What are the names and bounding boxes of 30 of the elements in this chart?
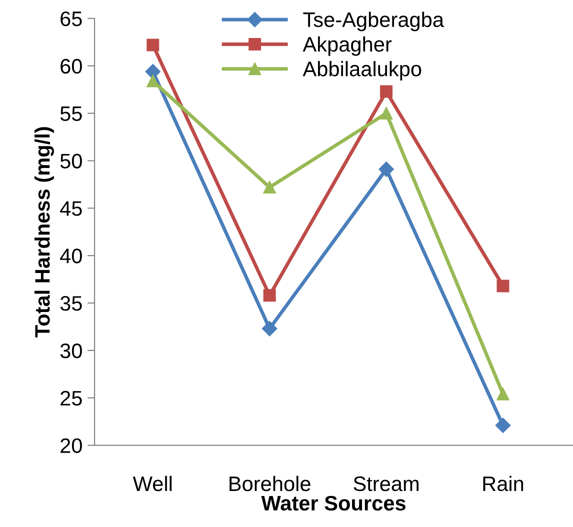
y-tick-label: 45	[60, 201, 82, 216]
y-tick-label: 60	[60, 58, 82, 74]
point	[263, 181, 276, 194]
point	[496, 280, 510, 292]
point	[495, 418, 511, 433]
legend-label: Abbilaalukpo	[302, 61, 422, 80]
x-tick-label: Rain	[483, 476, 524, 492]
point	[145, 64, 160, 80]
y-tick-label: 50	[60, 154, 82, 168]
legend-label: Tse-Agberagba	[303, 12, 444, 32]
x-tick-label: Stream	[354, 476, 418, 492]
point	[380, 85, 393, 98]
y-tick-label: 30	[60, 343, 82, 358]
y-tick-label: 55	[60, 106, 82, 122]
y-tick-label: 40	[60, 248, 82, 264]
x-axis-title: Water Sources	[261, 496, 406, 511]
point	[378, 162, 394, 177]
point	[262, 321, 278, 336]
y-tick-label: 25	[60, 390, 82, 406]
y-tick-label: 20	[60, 438, 82, 454]
x-tick-label: Well	[132, 476, 172, 492]
point	[263, 289, 276, 302]
point	[496, 388, 510, 400]
legend-label: Akpagher	[302, 36, 392, 56]
point	[380, 107, 393, 120]
y-tick-label: 35	[60, 296, 82, 311]
point	[146, 38, 160, 52]
y-tick-label: 65	[60, 11, 82, 26]
y-axis-title: Total Hardness (mg/l)	[34, 127, 54, 338]
x-tick-label: Borehole	[230, 476, 310, 492]
